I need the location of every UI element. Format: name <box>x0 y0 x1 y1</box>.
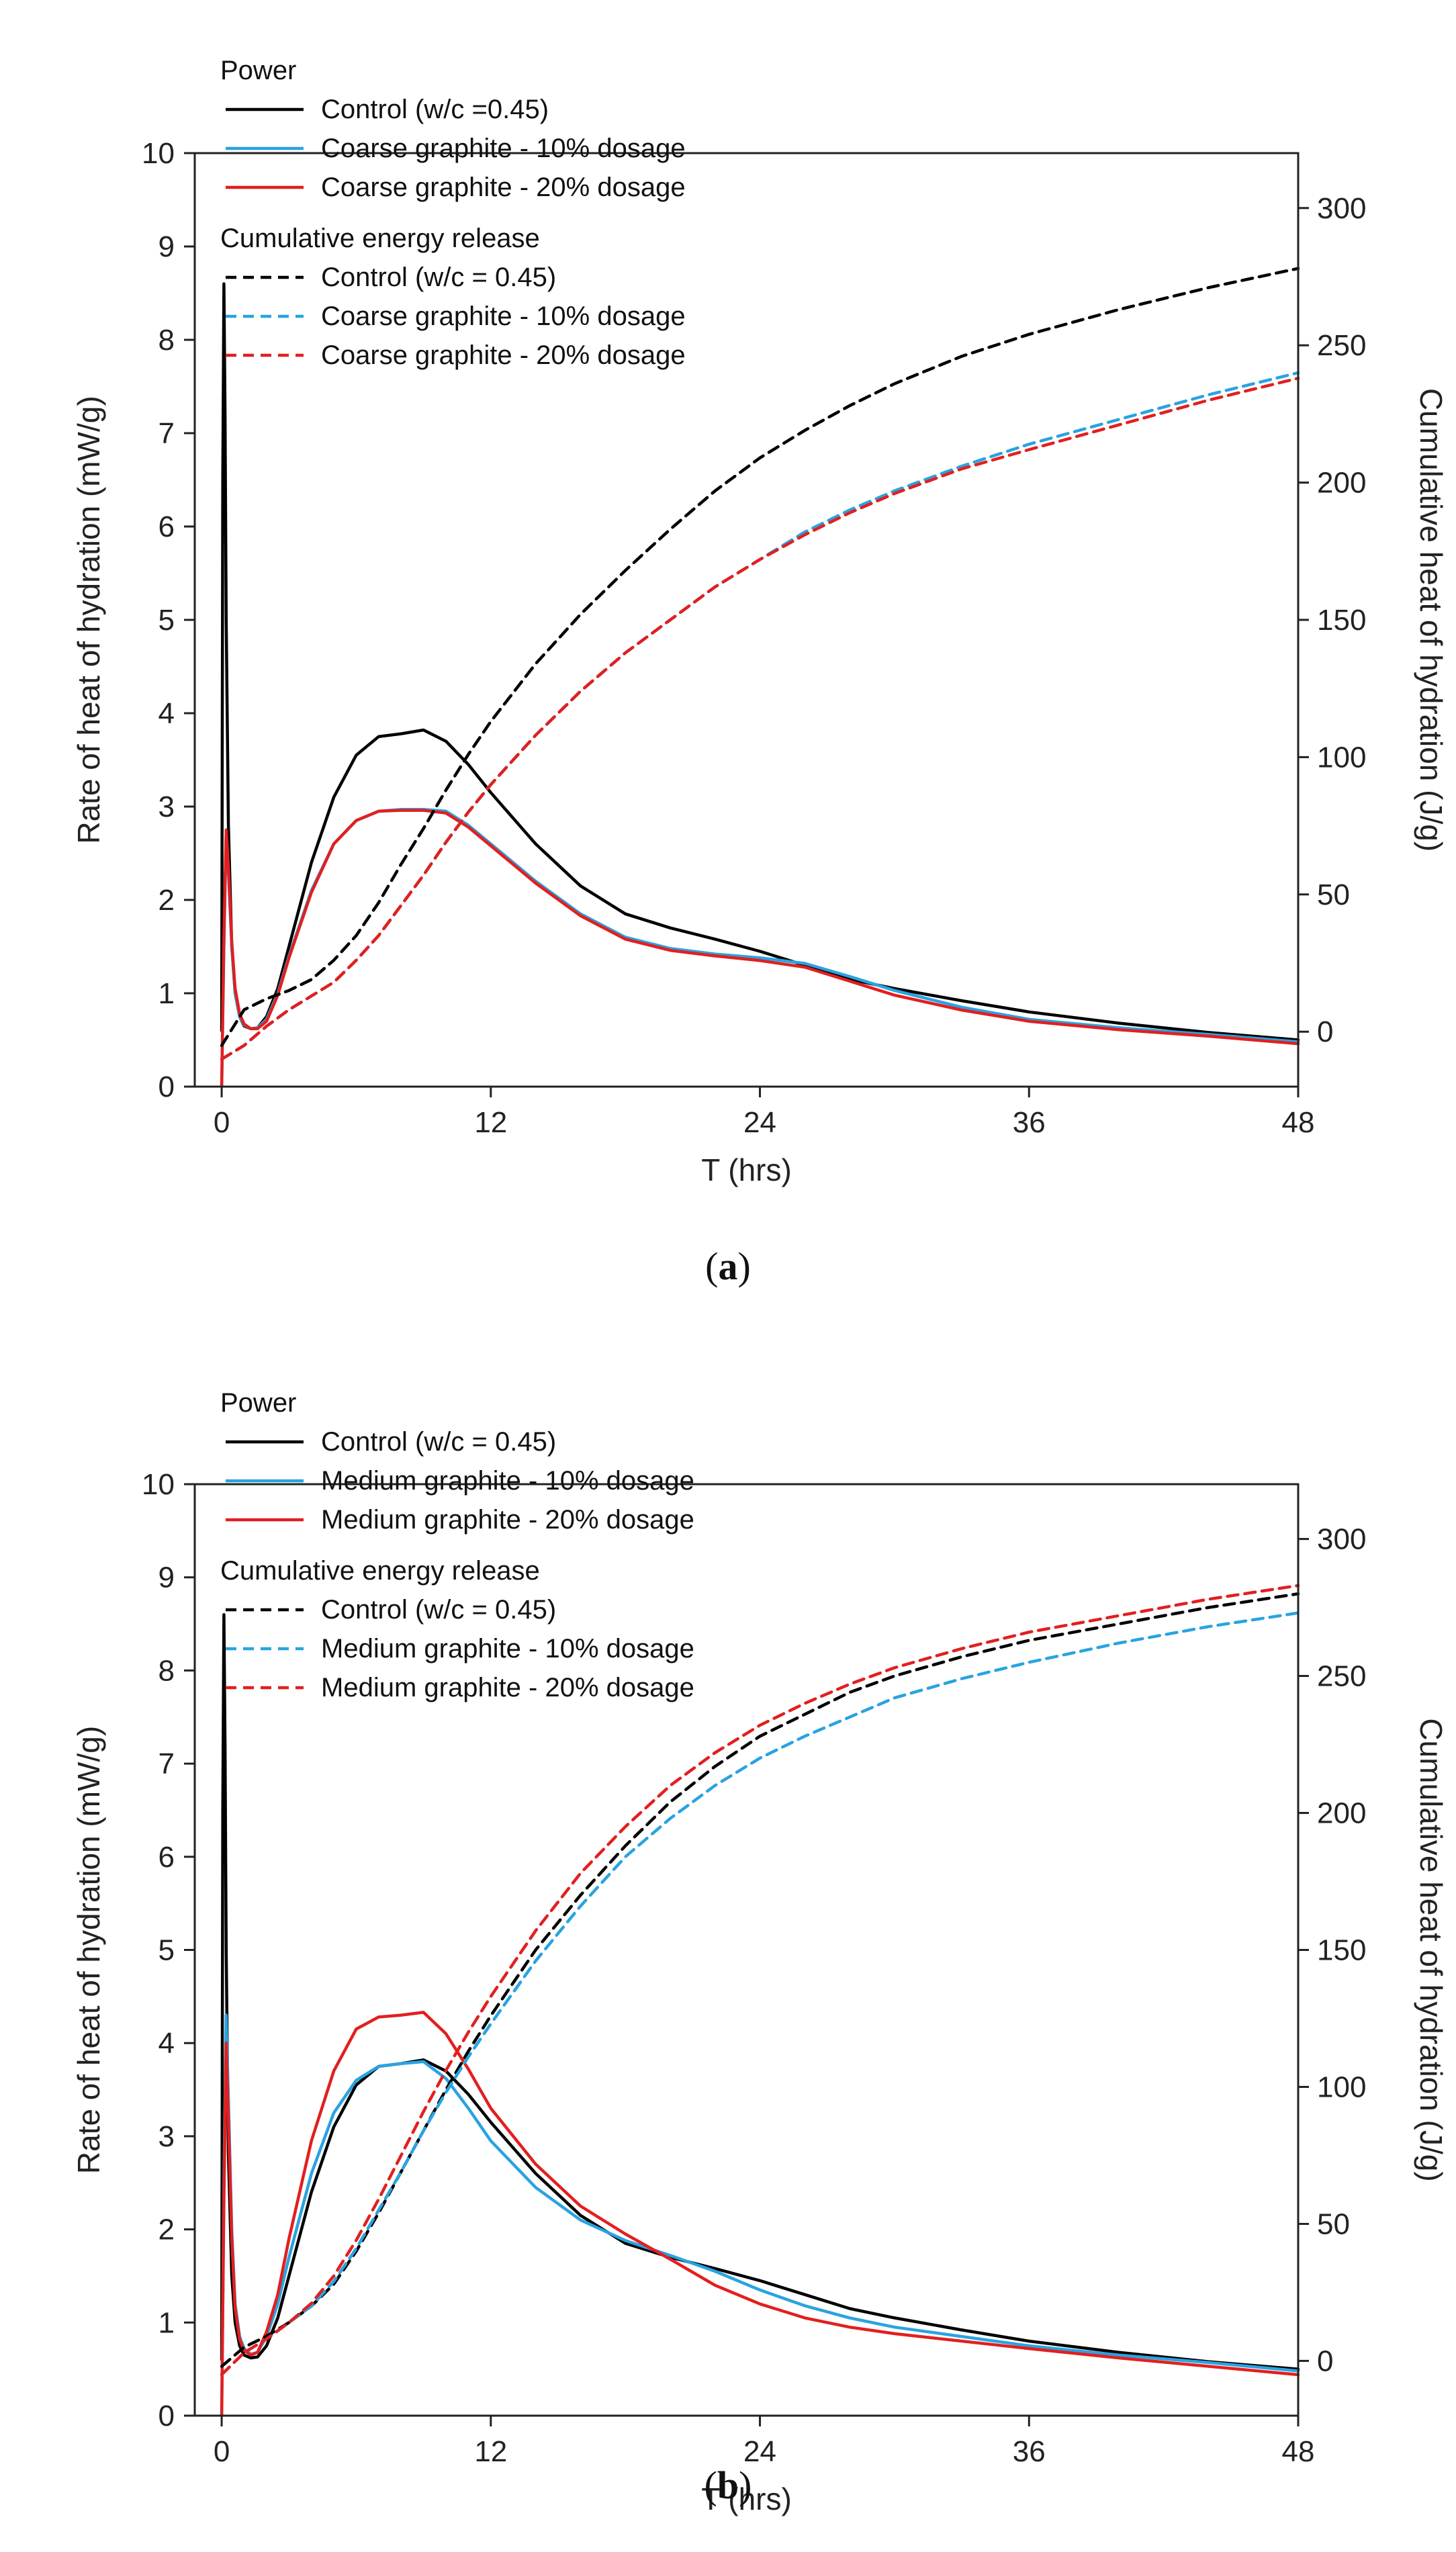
y-tick-label: 4 <box>158 2027 175 2060</box>
y2-tick-label: 200 <box>1317 1797 1366 1830</box>
series-line-power-1 <box>220 807 1300 1089</box>
x-tick-label: 36 <box>1013 1106 1046 1139</box>
legend-entry-label: Medium graphite - 20% dosage <box>321 1673 694 1702</box>
x-tick-label: 24 <box>743 2435 776 2468</box>
series-line-power-2 <box>220 809 1300 1089</box>
series-line-power-0 <box>220 282 1300 1042</box>
legend-entry-label: Coarse graphite - 20% dosage <box>321 173 686 202</box>
series-line-power-0 <box>220 1612 1300 2371</box>
y-tick-label: 9 <box>158 230 175 263</box>
series-line-cumulative-4 <box>220 1611 1300 2377</box>
y-tick-label: 6 <box>158 510 175 543</box>
y-tick-label: 1 <box>158 2306 175 2339</box>
y2-tick-label: 200 <box>1317 467 1366 500</box>
panel-caption: (a) <box>705 1244 751 1288</box>
y-tick-label: 1 <box>158 977 175 1010</box>
legend-entry-label: Coarse graphite - 10% dosage <box>321 134 686 163</box>
legend-entry-label: Coarse graphite - 10% dosage <box>321 302 686 331</box>
y-tick-label: 3 <box>158 2120 175 2153</box>
y-tick-label: 0 <box>158 1070 175 1103</box>
y2-tick-label: 250 <box>1317 329 1366 362</box>
x-axis-title: T (hrs) <box>701 1152 792 1187</box>
y-tick-label: 5 <box>158 604 175 637</box>
y-axis-title: Rate of heat of hydration (mW/g) <box>71 1726 106 2174</box>
legend-entry-label: Control (w/c = 0.45) <box>321 1595 556 1625</box>
y-tick-label: 0 <box>158 2400 175 2432</box>
y-tick-label: 5 <box>158 1934 175 1967</box>
series-line-power-1 <box>220 2013 1300 2418</box>
legend-entry-label: Medium graphite - 10% dosage <box>321 1634 694 1664</box>
y-tick-label: 4 <box>158 697 175 730</box>
legend-entry-label: Control (w/c = 0.45) <box>321 1427 556 1457</box>
series-line-cumulative-5 <box>220 1584 1300 2377</box>
y2-axis-title: Cumulative heat of hydration (J/g) <box>1414 388 1449 852</box>
series-line-cumulative-3 <box>220 1592 1300 2368</box>
y-tick-label: 8 <box>158 324 175 357</box>
x-tick-label: 0 <box>214 2435 230 2468</box>
y2-axis-title: Cumulative heat of hydration (J/g) <box>1414 1718 1449 2181</box>
x-tick-label: 48 <box>1282 1106 1315 1139</box>
y2-tick-label: 300 <box>1317 1523 1366 1556</box>
y-axis-title: Rate of heat of hydration (mW/g) <box>71 396 106 844</box>
y-tick-label: 10 <box>142 1468 175 1501</box>
y2-tick-label: 150 <box>1317 604 1366 637</box>
panel-caption: (b) <box>704 2463 752 2507</box>
legend-entry-label: Control (w/c =0.45) <box>321 95 549 124</box>
series-line-cumulative-5 <box>220 376 1300 1061</box>
series-line-cumulative-3 <box>220 267 1300 1047</box>
y-tick-label: 8 <box>158 1654 175 1687</box>
y-tick-label: 9 <box>158 1561 175 1594</box>
x-tick-label: 48 <box>1282 2435 1315 2468</box>
y2-tick-label: 250 <box>1317 1660 1366 1693</box>
legend-heading-0: Power <box>220 1388 296 1418</box>
y-tick-label: 3 <box>158 790 175 823</box>
legend-entry-label: Medium graphite - 20% dosage <box>321 1505 694 1535</box>
x-tick-label: 12 <box>474 2435 507 2468</box>
legend-entry-label: Medium graphite - 10% dosage <box>321 1466 694 1496</box>
y-tick-label: 7 <box>158 1747 175 1780</box>
y2-tick-label: 150 <box>1317 1934 1366 1967</box>
x-tick-label: 24 <box>743 1106 776 1139</box>
legend-entry-label: Coarse graphite - 20% dosage <box>321 340 686 370</box>
y2-tick-label: 0 <box>1317 2344 1333 2377</box>
y2-tick-label: 300 <box>1317 192 1366 225</box>
y-tick-label: 6 <box>158 1841 175 1874</box>
y2-tick-label: 0 <box>1317 1015 1333 1048</box>
y2-tick-label: 100 <box>1317 2070 1366 2103</box>
y-tick-label: 2 <box>158 2214 175 2246</box>
y-tick-label: 10 <box>142 137 175 170</box>
y-tick-label: 2 <box>158 884 175 917</box>
y2-tick-label: 50 <box>1317 878 1350 911</box>
y2-tick-label: 50 <box>1317 2207 1350 2240</box>
series-line-power-2 <box>220 2011 1300 2418</box>
legend-heading-0: Power <box>220 56 296 85</box>
legend-entry-label: Control (w/c = 0.45) <box>321 263 556 292</box>
x-tick-label: 0 <box>214 1106 230 1139</box>
x-tick-label: 36 <box>1013 2435 1046 2468</box>
x-tick-label: 12 <box>474 1106 507 1139</box>
legend-heading-1: Cumulative energy release <box>220 224 540 253</box>
legend-heading-1: Cumulative energy release <box>220 1556 540 1586</box>
x-axis-title: T (hrs) <box>701 2481 792 2516</box>
y2-tick-label: 100 <box>1317 741 1366 774</box>
y-tick-label: 7 <box>158 417 175 450</box>
series-line-cumulative-4 <box>220 371 1300 1061</box>
